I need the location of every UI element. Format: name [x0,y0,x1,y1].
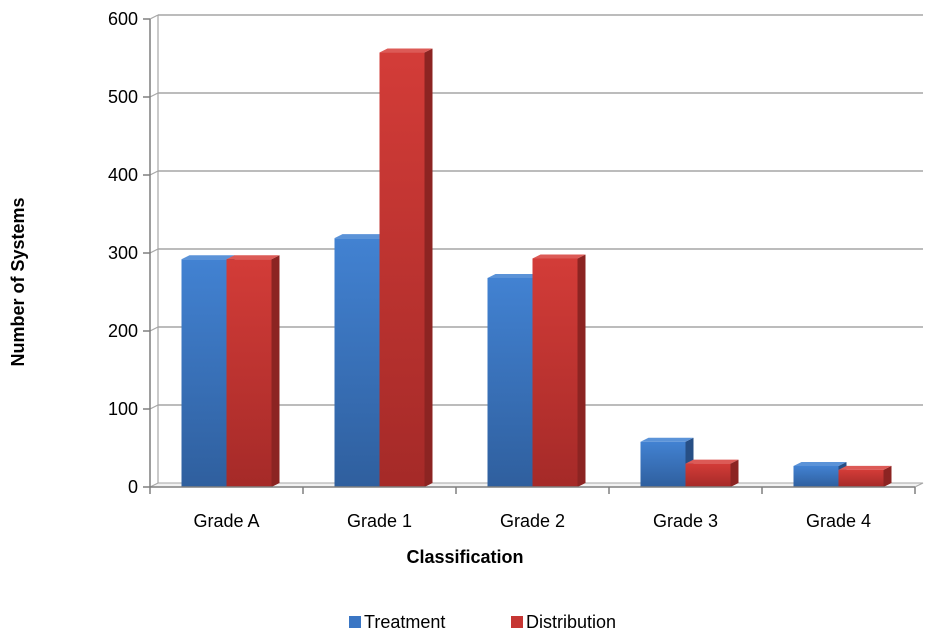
bar-front [181,259,227,487]
bar-top [685,459,739,464]
gridline-connector [149,326,159,332]
bar-front [487,277,533,487]
bar-side [424,48,433,487]
gridline-connector [149,170,159,176]
gridline-connector [149,404,159,410]
y-tick-labels: 0 100 200 300 400 500 600 [108,9,138,497]
x-axis-title: Classification [406,547,523,567]
bars [181,48,892,487]
bar-distribution-grade-a [226,255,280,487]
gridline-connector [149,92,159,98]
bar-top [334,234,388,239]
x-tick-label: Grade 1 [347,511,412,531]
bar-front [226,259,272,487]
gridlines [149,14,923,410]
bar-distribution-grade-4 [838,465,892,487]
bar-side [730,459,739,487]
y-tick-label: 400 [108,165,138,185]
legend-item-distribution: Distribution [511,612,616,632]
legend: Treatment Distribution [349,612,616,632]
bar-distribution-grade-1 [379,48,433,487]
bar-top [487,273,541,278]
bar-top [838,465,892,470]
gridline-connector [149,248,159,254]
bar-front [532,258,578,487]
y-tick-label: 0 [128,477,138,497]
y-tick-label: 500 [108,87,138,107]
y-tick-label: 200 [108,321,138,341]
bar-distribution-grade-3 [685,459,739,487]
y-tick-label: 300 [108,243,138,263]
bar-front [793,465,839,487]
bar-top [532,254,586,259]
bar-top [226,255,280,260]
x-tick-labels: Grade A Grade 1 Grade 2 Grade 3 Grade 4 [193,511,871,531]
bar-side [271,255,280,487]
legend-label-treatment: Treatment [364,612,445,632]
bar-front [838,469,884,487]
bar-distribution-grade-2 [532,254,586,487]
gridline-connector [149,14,159,20]
bar-top [640,437,694,442]
y-tick-label: 100 [108,399,138,419]
bar-front [685,463,731,487]
bar-top [793,461,847,466]
y-axis-title: Number of Systems [8,197,28,366]
bar-top [379,48,433,53]
bar-side [883,465,892,487]
legend-swatch-distribution [511,616,523,628]
bar-top [181,255,235,260]
y-tick-label: 600 [108,9,138,29]
legend-label-distribution: Distribution [526,612,616,632]
legend-item-treatment: Treatment [349,612,445,632]
bar-front [379,52,425,487]
bar-front [640,441,686,487]
bar-side [577,254,586,487]
x-tick-label: Grade 2 [500,511,565,531]
legend-swatch-treatment [349,616,361,628]
axes [143,18,916,494]
x-tick-label: Grade 4 [806,511,871,531]
bar-front [334,238,380,487]
x-tick-label: Grade A [193,511,259,531]
x-tick-label: Grade 3 [653,511,718,531]
